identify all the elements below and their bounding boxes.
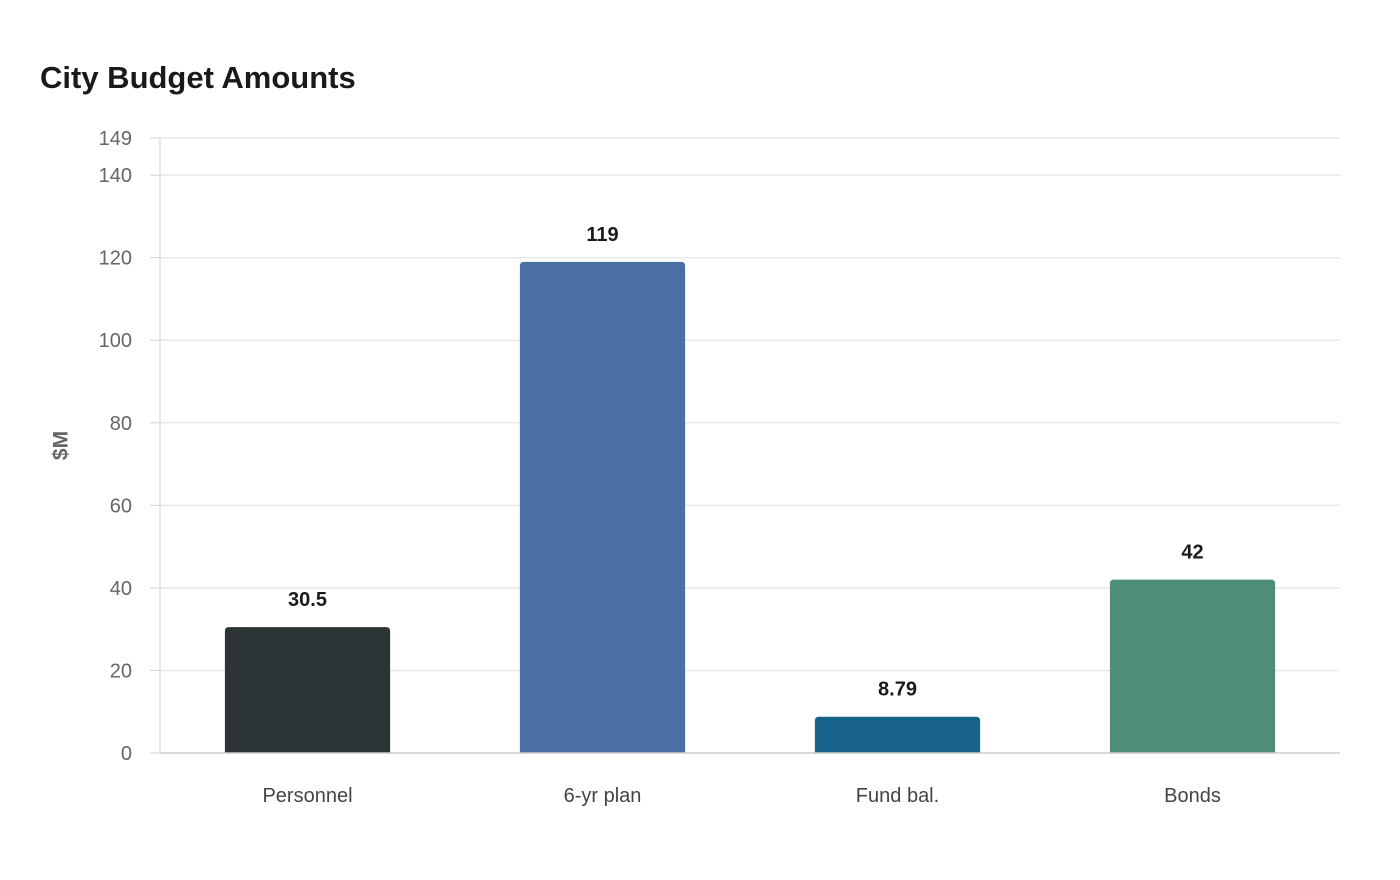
value-labels: 30.5 119 8.79 42	[288, 224, 1204, 701]
bar	[519, 261, 686, 753]
y-axis-label: $M	[50, 431, 73, 460]
value-label: 119	[586, 224, 618, 246]
y-tick-label: 149	[99, 128, 132, 150]
x-tick-label: 6-yr plan	[564, 785, 642, 807]
x-tick-label: Bonds	[1164, 785, 1221, 807]
y-tick-label: 20	[110, 660, 132, 682]
y-axis-ticks: 0 20 40 60 80 100 120 140 149	[99, 128, 160, 765]
value-label: 42	[1181, 542, 1203, 564]
y-tick-label: 120	[99, 248, 132, 270]
y-tick-label: 40	[110, 578, 132, 600]
y-tick-label: 140	[99, 165, 132, 187]
y-tick-label: 100	[99, 330, 132, 352]
y-tick-label: 0	[121, 743, 132, 765]
x-tick-label: Fund bal.	[856, 785, 939, 807]
value-label: 8.79	[878, 679, 917, 701]
chart-title: City Budget Amounts	[40, 60, 356, 95]
bars	[224, 261, 1276, 753]
y-tick-label: 60	[110, 495, 132, 517]
y-tick-label: 80	[110, 413, 132, 435]
value-label: 30.5	[288, 589, 327, 611]
x-tick-label: Personnel	[262, 785, 352, 807]
x-axis-ticks: Personnel 6-yr plan Fund bal. Bonds	[262, 785, 1220, 807]
bar	[814, 716, 981, 753]
bar	[224, 627, 391, 753]
bar	[1109, 579, 1276, 753]
